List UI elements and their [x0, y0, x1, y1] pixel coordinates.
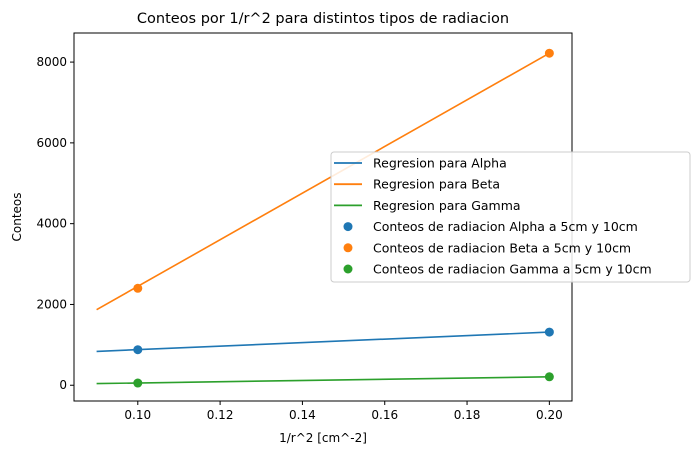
scatter-point-4-1 — [544, 48, 554, 58]
y-axis: 0 2000 4000 6000 8000 — [36, 55, 74, 392]
legend-label: Regresion para Beta — [373, 177, 500, 192]
x-axis: 0.10 0.12 0.14 0.16 0.18 0.20 — [124, 401, 563, 422]
y-tick-label: 0 — [59, 378, 67, 392]
y-tick-label: 4000 — [36, 217, 67, 231]
legend-label: Regresion para Gamma — [373, 198, 521, 213]
legend-label: Conteos de radiacion Alpha a 5cm y 10cm — [373, 219, 638, 234]
legend-swatch-marker — [343, 243, 353, 253]
legend-box — [330, 151, 691, 283]
x-axis-label: 1/r^2 [cm^-2] — [279, 431, 367, 445]
y-tick-label: 6000 — [36, 136, 67, 150]
chart-title: Conteos por 1/r^2 para distintos tipos d… — [137, 11, 509, 27]
x-tick-label: 0.18 — [454, 408, 481, 422]
x-tick-label: 0.14 — [289, 408, 316, 422]
regression-line-2 — [96, 376, 550, 385]
regression-line-0 — [96, 331, 550, 353]
scatter-point-4-0 — [133, 283, 143, 293]
legend: Regresion para Alpha Regresion para Beta R… — [330, 151, 691, 283]
legend-label: Regresion para Alpha — [373, 156, 507, 171]
x-tick-label: 0.16 — [371, 408, 398, 422]
legend-label: Conteos de radiacion Beta a 5cm y 10cm — [373, 240, 631, 255]
y-tick-label: 8000 — [36, 55, 67, 69]
scatter-point-3-1 — [544, 327, 554, 337]
regression-line-1 — [96, 52, 550, 311]
y-axis-label: Conteos — [10, 192, 24, 241]
scatter-point-3-0 — [133, 345, 143, 355]
legend-label: Conteos de radiacion Gamma a 5cm y 10cm — [373, 262, 652, 277]
x-tick-label: 0.10 — [124, 408, 151, 422]
y-tick-label: 2000 — [36, 297, 67, 311]
x-tick-label: 0.20 — [536, 408, 563, 422]
legend-swatch-marker — [343, 264, 353, 274]
scatter-point-5-0 — [133, 378, 143, 388]
legend-swatch-marker — [343, 222, 353, 232]
x-tick-label: 0.12 — [207, 408, 234, 422]
scatter-point-5-1 — [544, 372, 554, 382]
plot-marks — [96, 48, 554, 388]
